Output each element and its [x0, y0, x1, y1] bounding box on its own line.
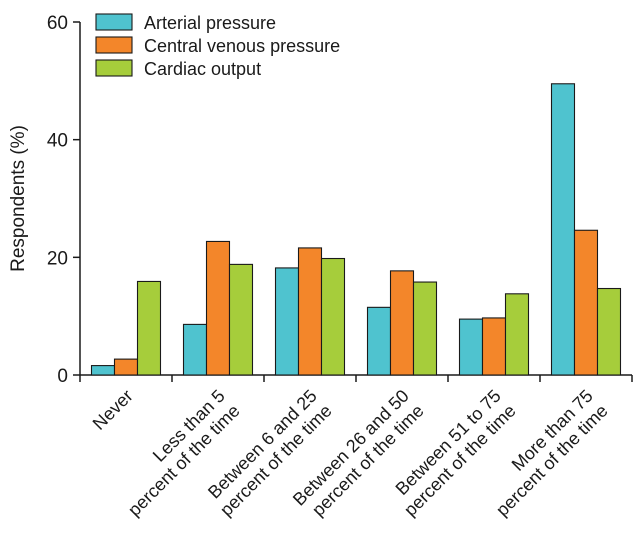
x-tick-label: Never	[89, 386, 137, 434]
y-axis-label: Respondents (%)	[8, 125, 29, 272]
bar	[136, 280, 162, 376]
bar	[297, 247, 323, 376]
bar	[274, 267, 300, 376]
y-tick-label: 0	[57, 366, 68, 387]
bar	[481, 317, 507, 376]
legend-entry: Cardiac output	[144, 59, 261, 79]
y-axis: 0 20 40 60	[47, 13, 81, 387]
bar	[205, 240, 231, 376]
bar	[504, 293, 530, 376]
y-tick-label: 60	[47, 13, 68, 34]
bar	[412, 281, 438, 376]
bar	[228, 263, 254, 376]
legend-entry: Central venous pressure	[144, 36, 340, 56]
y-tick-label: 40	[47, 131, 68, 152]
bar	[182, 323, 208, 376]
bar	[389, 270, 415, 376]
bar	[366, 306, 392, 376]
bar	[113, 358, 139, 376]
bar	[90, 365, 116, 376]
legend: Arterial pressure Central venous pressure…	[95, 13, 340, 79]
bars	[90, 83, 622, 376]
bar	[596, 287, 622, 376]
bar	[550, 83, 576, 376]
bar	[458, 318, 484, 376]
y-tick-label: 20	[47, 248, 68, 269]
x-tick-label-line: Never	[89, 386, 137, 434]
x-axis: Never Less than 5percent of the timeBetwe…	[79, 374, 633, 520]
bar	[320, 257, 346, 376]
bar	[573, 229, 599, 376]
legend-swatch	[95, 13, 133, 31]
legend-swatch	[95, 59, 133, 77]
legend-entry: Arterial pressure	[144, 13, 276, 33]
legend-swatch	[95, 36, 133, 54]
